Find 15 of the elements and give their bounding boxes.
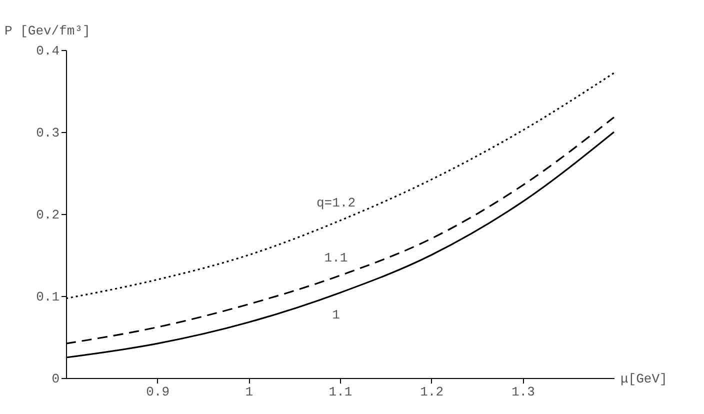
series-label: 1.1 (324, 250, 348, 266)
y-tick-label: 0.4 (36, 44, 60, 58)
series-label: 1 (332, 308, 340, 323)
y-axis-title: P [Gev/fm³] (4, 24, 90, 38)
x-tick-label: 0.9 (146, 384, 170, 400)
y-tick-label: 0.3 (36, 126, 60, 140)
x-tick-label: 1.1 (328, 384, 352, 400)
y-tick-label: 0.2 (36, 208, 60, 222)
y-tick-label: 0.1 (36, 290, 60, 304)
x-tick-label: 1.3 (511, 384, 535, 400)
x-tick-label: 1.2 (420, 384, 444, 400)
x-axis-title: μ[GeV] (620, 372, 668, 386)
x-tick-label: 1 (245, 384, 254, 400)
y-tick-label: 0 (52, 372, 60, 386)
series-label: q=1.2 (316, 196, 356, 211)
